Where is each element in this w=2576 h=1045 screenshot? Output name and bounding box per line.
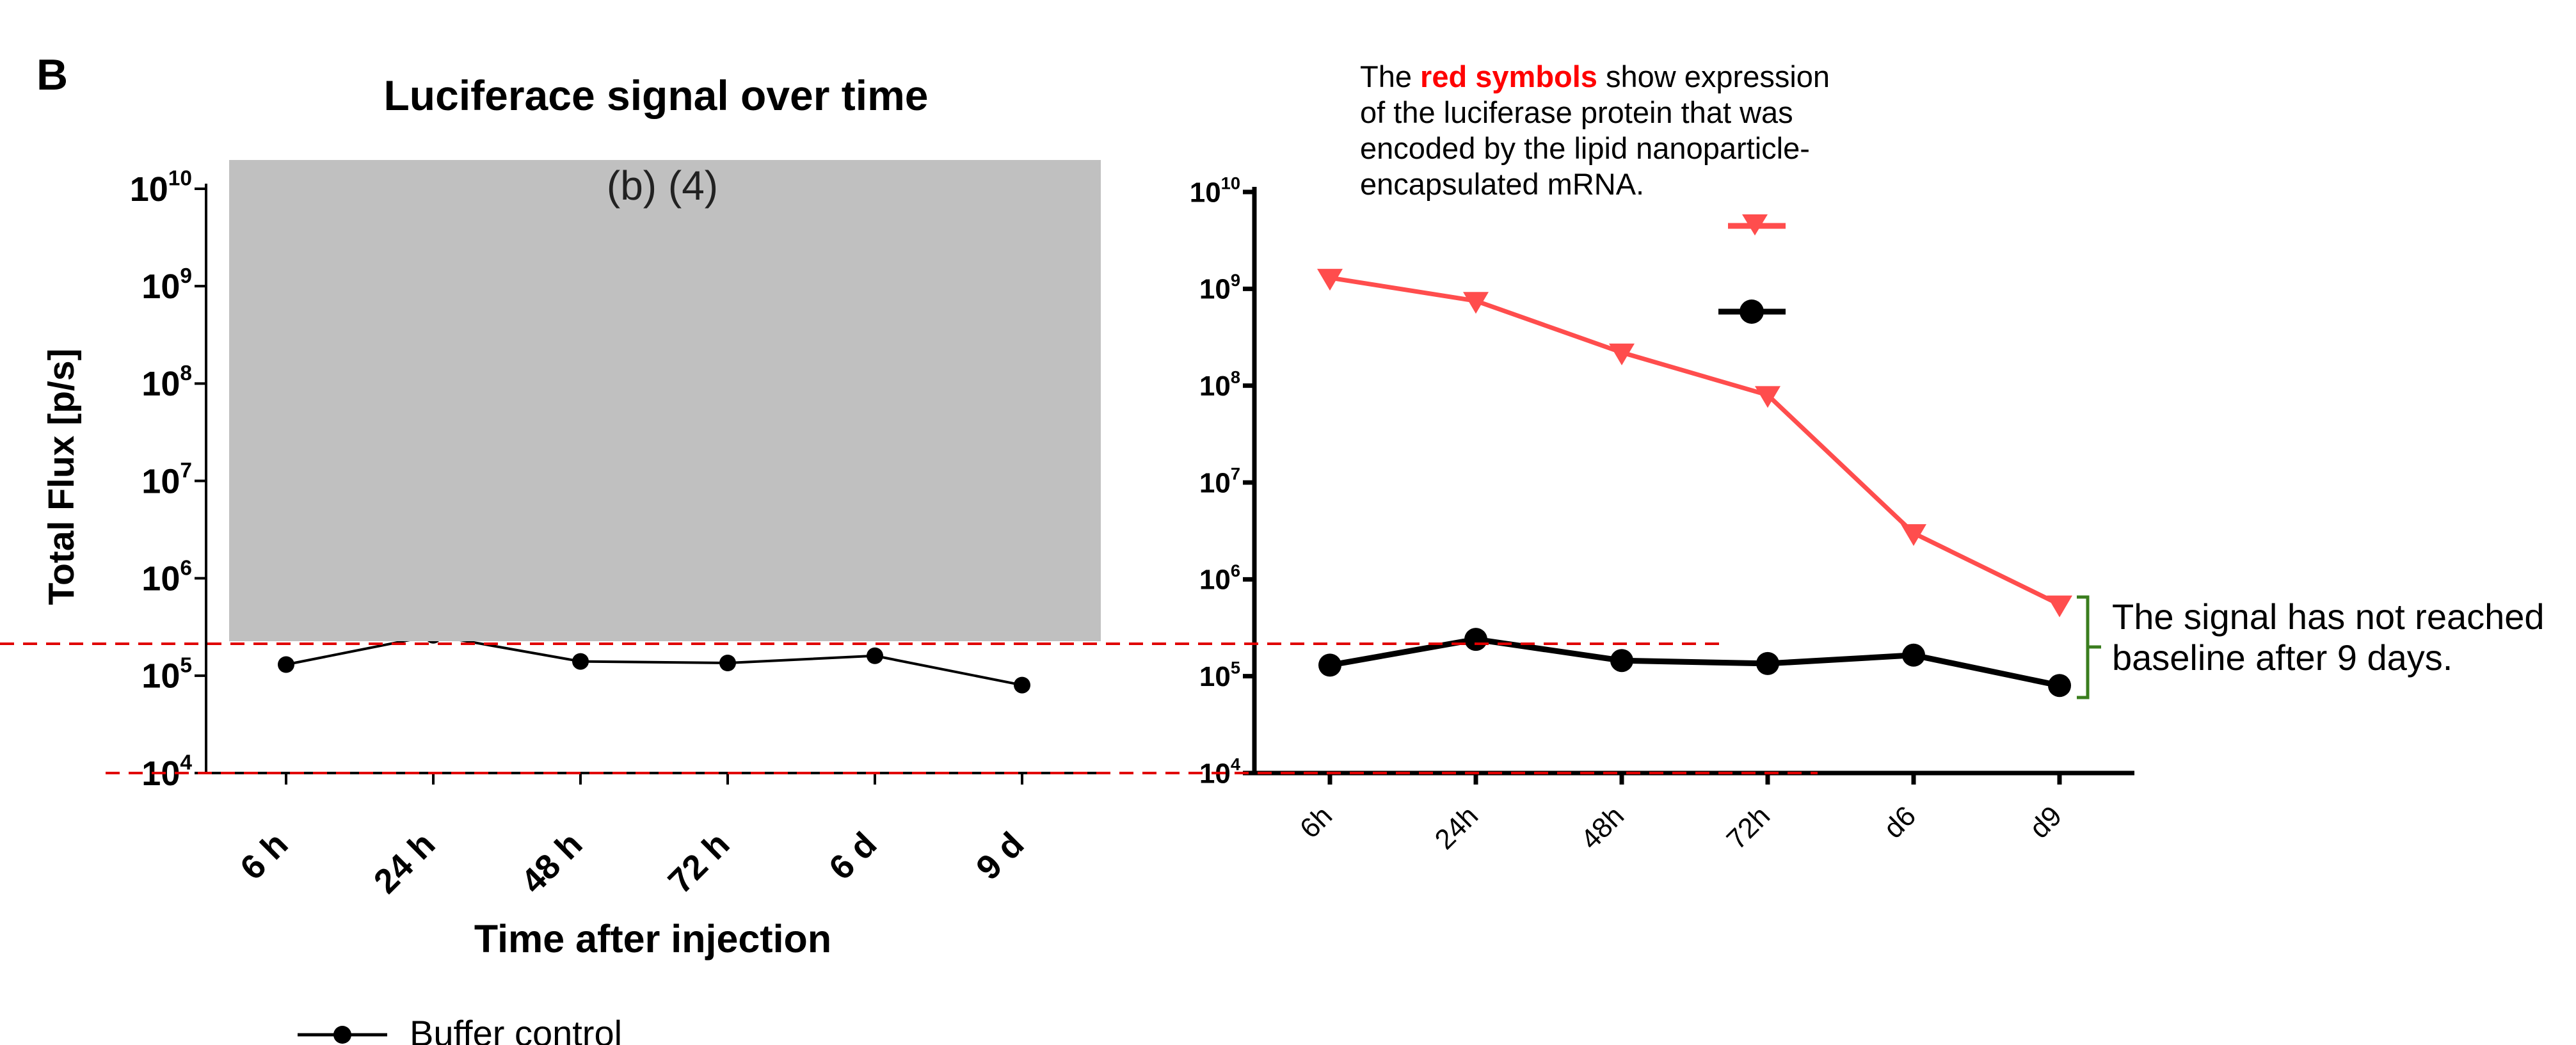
chart-left-y-tick-label: 1010 [130, 167, 192, 209]
data-point-black-circle [1902, 643, 1925, 667]
chart-left-x-tick-label: 6 d [822, 825, 884, 888]
chart-right-series [1317, 269, 2072, 698]
legend-label-buffer-control: Buffer control [410, 1013, 622, 1045]
chart-right-x-tick-label: 24h [1429, 800, 1485, 856]
data-point-red-triangle [1463, 292, 1489, 314]
chart-right-x-tick-label: 6h [1294, 800, 1338, 844]
chart-left-x-tick-label: 6 h [233, 825, 296, 888]
chart-right-y-tick-label: 107 [1199, 464, 1240, 499]
data-point-red-triangle [1901, 524, 1926, 546]
data-point-black-circle [1610, 649, 1633, 673]
chart-right-y-tick-label: 106 [1199, 561, 1240, 596]
legend-marker-red-triangle [1742, 214, 1768, 235]
bracket [2077, 595, 2101, 699]
chart-right-x-ticks: 6h 24h 48h 72h d6 d9 [1294, 773, 2068, 856]
chart-left-y-tick-label: 106 [141, 556, 192, 598]
redaction-box-label: (b) (4) [607, 163, 718, 209]
chart-left-x-tick-label: 48 h [514, 825, 590, 901]
data-point-red-triangle [1755, 386, 1780, 408]
data-point-black-circle [1756, 651, 1779, 675]
chart-left-y-axis-label: Total Flux [p/s] [41, 348, 82, 605]
chart-left-y-tick-label: 109 [141, 264, 192, 306]
redaction-box [229, 160, 1101, 641]
data-point-black-circle [1464, 628, 1487, 651]
annotation-highlight: red symbols [1420, 60, 1597, 93]
chart-right-y-tick-label: 108 [1199, 367, 1240, 402]
data-point-black-circle [2048, 674, 2071, 698]
data-point-red-triangle [2047, 595, 2072, 618]
chart-right-x-tick-label: 72h [1721, 800, 1777, 856]
data-point-buffer-control [867, 647, 883, 664]
chart-right-y-tick-label: 105 [1199, 657, 1240, 692]
chart-right-y-tick-label: 1010 [1190, 173, 1240, 209]
chart-left-y-tick-label: 105 [141, 653, 192, 695]
chart-left-y-tick-label: 107 [141, 459, 192, 500]
data-point-black-circle [1318, 653, 1341, 677]
chart-right-y-ticks: 104 105 106 107 108 109 1010 [1190, 173, 1254, 790]
chart-right: 104 105 106 107 108 109 1010 6h 24h 48h 72h d6 d9 [1190, 173, 2134, 856]
panel-label: B [36, 51, 68, 99]
chart-left-x-tick-label: 24 h [367, 825, 443, 901]
annotation-red-symbols: The red symbols show expression of the l… [1360, 59, 1834, 202]
chart-left-y-tick-label: 108 [141, 362, 192, 403]
legend-marker-buffer-control [333, 1026, 351, 1044]
chart-right-y-tick-label: 104 [1199, 754, 1241, 790]
data-point-buffer-control [1014, 676, 1030, 694]
data-point-buffer-control [572, 653, 589, 670]
data-point-red-triangle [1609, 343, 1635, 365]
series-line-black [1329, 636, 2060, 689]
chart-right-x-tick-label: 48h [1575, 800, 1631, 856]
chart-right-y-tick-label: 109 [1199, 270, 1240, 305]
chart-left-x-axis-label: Time after injection [474, 917, 831, 961]
annotation-baseline: The signal has not reached baseline afte… [2112, 596, 2545, 678]
data-point-buffer-control [278, 656, 294, 673]
annotation-text-end: show expression of the luciferase protei… [1360, 60, 1830, 201]
chart-right-x-tick-label: d6 [1878, 800, 1922, 844]
chart-left-x-ticks: 6 h 24 h 48 h 72 h 6 d 9 d [233, 773, 1032, 901]
data-point-buffer-control [719, 655, 736, 671]
chart-left: Luciferace signal over time Total Flux [… [41, 72, 1104, 1045]
series-line-red [1329, 275, 2061, 607]
chart-left-x-tick-label: 72 h [661, 825, 737, 901]
chart-right-legend [1718, 214, 1786, 324]
chart-left-x-tick-label: 9 d [969, 825, 1032, 888]
data-point-red-triangle [1317, 269, 1343, 291]
chart-left-title: Luciferace signal over time [383, 72, 928, 119]
chart-right-x-tick-label: d9 [2024, 800, 2068, 844]
annotation-text-start: The [1360, 60, 1421, 93]
chart-left-legend: Buffer control [298, 1013, 622, 1045]
legend-marker-black-circle [1740, 299, 1764, 324]
